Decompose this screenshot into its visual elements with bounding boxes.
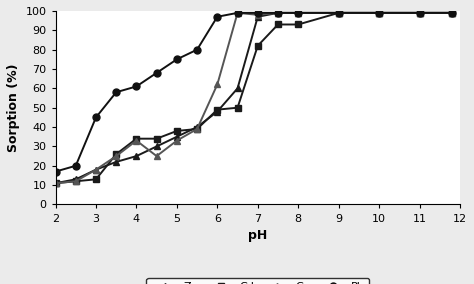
Cd xyxy=(336,11,341,14)
Cd xyxy=(295,23,301,26)
Cu xyxy=(376,11,382,14)
Y-axis label: Sorption (%): Sorption (%) xyxy=(7,63,20,152)
Zn xyxy=(275,11,281,14)
Zn xyxy=(214,110,220,113)
Line: Pb: Pb xyxy=(52,9,456,175)
Pb xyxy=(194,48,200,51)
Cu xyxy=(235,11,240,14)
Pb xyxy=(255,11,261,14)
Zn xyxy=(134,154,139,158)
Cd xyxy=(275,23,281,26)
Pb xyxy=(214,15,220,18)
Cu xyxy=(113,154,119,158)
Pb xyxy=(154,71,159,75)
Cd xyxy=(113,153,119,156)
Cu xyxy=(134,139,139,142)
Pb xyxy=(53,170,58,173)
Cu xyxy=(214,83,220,86)
Cd xyxy=(417,11,422,14)
Cd xyxy=(53,181,58,185)
Zn xyxy=(449,11,455,14)
Pb xyxy=(73,164,79,168)
Pb xyxy=(134,85,139,88)
Cd xyxy=(214,108,220,111)
Cd xyxy=(449,11,455,14)
Zn xyxy=(194,125,200,129)
Cd xyxy=(235,106,240,109)
Cu xyxy=(449,11,455,14)
Pb xyxy=(417,11,422,14)
Zn xyxy=(174,135,180,138)
Zn xyxy=(336,11,341,14)
Pb xyxy=(93,116,99,119)
Cd xyxy=(93,178,99,181)
Cd xyxy=(174,129,180,133)
Pb xyxy=(113,91,119,94)
Zn xyxy=(53,181,58,185)
Cu xyxy=(417,11,422,14)
Cu xyxy=(154,154,159,158)
Pb xyxy=(336,11,341,14)
Zn xyxy=(73,178,79,181)
Line: Cu: Cu xyxy=(52,9,456,187)
Line: Cd: Cd xyxy=(52,9,456,187)
Cd xyxy=(255,44,261,47)
Cu xyxy=(295,11,301,14)
Cd xyxy=(134,137,139,140)
Cd xyxy=(154,137,159,140)
Zn xyxy=(113,160,119,164)
Pb xyxy=(295,11,301,14)
Pb xyxy=(235,11,240,14)
Zn xyxy=(255,15,261,18)
Zn xyxy=(154,145,159,148)
Zn xyxy=(295,11,301,14)
Cu xyxy=(174,139,180,142)
X-axis label: pH: pH xyxy=(248,229,267,242)
Cd xyxy=(376,11,382,14)
Cu xyxy=(53,181,58,185)
Cu xyxy=(275,11,281,14)
Cd xyxy=(194,127,200,131)
Cu xyxy=(194,127,200,131)
Pb xyxy=(376,11,382,14)
Pb xyxy=(174,58,180,61)
Cu xyxy=(255,13,261,16)
Zn xyxy=(376,11,382,14)
Zn xyxy=(235,87,240,90)
Cu xyxy=(73,179,79,183)
Line: Zn: Zn xyxy=(52,9,456,187)
Pb xyxy=(275,11,281,14)
Cu xyxy=(336,11,341,14)
Zn xyxy=(93,168,99,171)
Zn xyxy=(417,11,422,14)
Cu xyxy=(93,168,99,171)
Legend: Zn, Cd, Cu, Pb: Zn, Cd, Cu, Pb xyxy=(146,278,369,284)
Cd xyxy=(73,179,79,183)
Pb xyxy=(449,11,455,14)
